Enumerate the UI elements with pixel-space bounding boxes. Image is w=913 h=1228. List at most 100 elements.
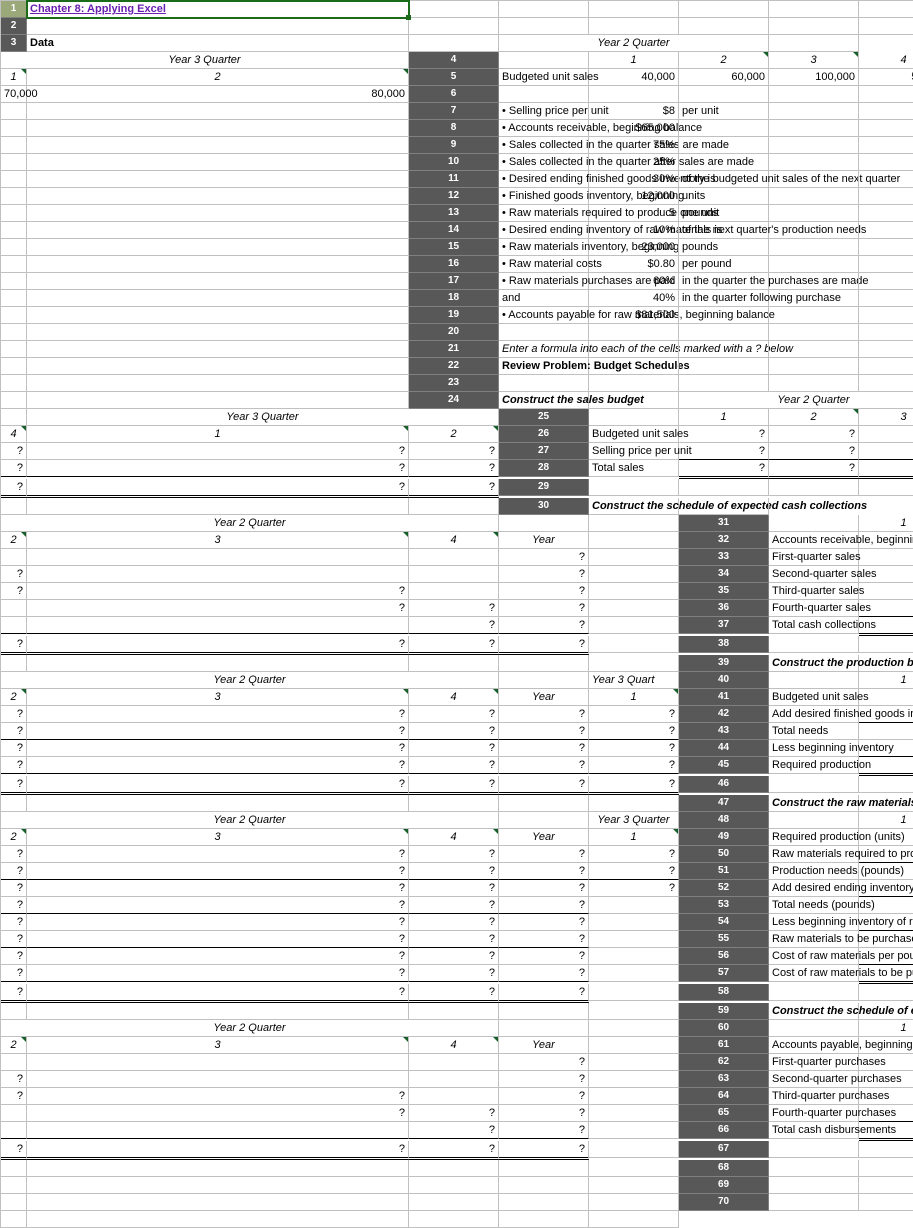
cell[interactable]: Review Problem: Budget Schedules: [499, 358, 589, 375]
row-header[interactable]: 33: [679, 549, 769, 566]
row-header[interactable]: 56: [679, 948, 769, 965]
cell[interactable]: [27, 137, 409, 154]
cell[interactable]: 2: [27, 69, 409, 86]
cell[interactable]: [27, 120, 409, 137]
cell[interactable]: [769, 636, 859, 653]
cell[interactable]: ?: [859, 965, 913, 984]
cell[interactable]: [1, 341, 27, 358]
cell[interactable]: [589, 617, 679, 634]
row-header[interactable]: 70: [679, 1194, 769, 1211]
cell[interactable]: [769, 137, 859, 154]
cell[interactable]: ?: [409, 931, 499, 948]
cell[interactable]: Year: [499, 532, 589, 549]
cell[interactable]: 2: [769, 409, 859, 426]
cell[interactable]: [27, 239, 409, 256]
cell[interactable]: ?: [27, 706, 409, 723]
cell[interactable]: ?: [409, 636, 499, 655]
cell[interactable]: Total needs: [769, 723, 859, 740]
cell[interactable]: [589, 18, 679, 35]
cell[interactable]: [859, 103, 913, 120]
spreadsheet-grid[interactable]: 1Chapter 8: Applying Excel23DataYear 2 Q…: [0, 0, 913, 1228]
row-header[interactable]: 48: [679, 812, 769, 829]
cell[interactable]: [27, 498, 409, 515]
cell[interactable]: ?: [589, 757, 679, 774]
cell[interactable]: Data: [27, 35, 409, 52]
cell[interactable]: Year 2 Quarter: [679, 392, 913, 409]
cell[interactable]: ?: [409, 479, 499, 498]
cell[interactable]: [409, 1, 499, 18]
cell[interactable]: ?: [859, 829, 913, 846]
cell[interactable]: and: [499, 290, 589, 307]
cell[interactable]: [1, 239, 27, 256]
cell[interactable]: 30%: [589, 171, 679, 188]
cell[interactable]: ?: [1, 914, 27, 931]
cell[interactable]: [589, 600, 679, 617]
cell[interactable]: [769, 86, 859, 103]
cell[interactable]: [27, 1054, 409, 1071]
cell[interactable]: [679, 120, 769, 137]
cell[interactable]: [589, 948, 679, 965]
cell[interactable]: ?: [499, 863, 589, 880]
cell[interactable]: [859, 137, 913, 154]
cell[interactable]: Less beginning inventory of raw material…: [769, 914, 859, 931]
cell[interactable]: [27, 188, 409, 205]
cell[interactable]: [499, 375, 589, 392]
cell[interactable]: 25%: [589, 154, 679, 171]
cell[interactable]: [1, 549, 27, 566]
cell[interactable]: ?: [589, 863, 679, 880]
cell[interactable]: [1, 222, 27, 239]
cell[interactable]: [409, 1071, 499, 1088]
cell[interactable]: Year: [499, 829, 589, 846]
cell[interactable]: Construct the schedule of expected cash …: [589, 498, 679, 515]
cell[interactable]: ?: [1, 706, 27, 723]
cell[interactable]: [859, 1105, 913, 1122]
cell[interactable]: Construct the schedule of expected cash …: [769, 1003, 859, 1020]
cell[interactable]: $0.80: [589, 256, 679, 273]
cell[interactable]: ?: [1, 443, 27, 460]
row-header[interactable]: 28: [499, 460, 589, 477]
cell[interactable]: 3: [859, 409, 913, 426]
cell[interactable]: [859, 120, 913, 137]
cell[interactable]: per pound: [679, 256, 769, 273]
cell[interactable]: units: [679, 188, 769, 205]
cell[interactable]: [1, 103, 27, 120]
cell[interactable]: [859, 600, 913, 617]
cell[interactable]: ?: [409, 948, 499, 965]
cell[interactable]: ?: [1, 583, 27, 600]
cell[interactable]: [859, 1, 913, 18]
row-header[interactable]: 10: [409, 154, 499, 171]
cell[interactable]: [409, 18, 499, 35]
row-header[interactable]: 16: [409, 256, 499, 273]
cell[interactable]: [769, 1160, 859, 1177]
cell[interactable]: [409, 549, 499, 566]
cell[interactable]: [859, 307, 913, 324]
cell[interactable]: [409, 1211, 499, 1228]
cell[interactable]: [679, 307, 769, 324]
cell[interactable]: ?: [1, 460, 27, 477]
cell[interactable]: 2: [679, 52, 769, 69]
cell[interactable]: 1: [1, 69, 27, 86]
cell[interactable]: ?: [499, 600, 589, 617]
cell[interactable]: [859, 154, 913, 171]
cell[interactable]: of the next quarter's production needs: [679, 222, 769, 239]
row-header[interactable]: 67: [679, 1141, 769, 1158]
cell[interactable]: 60,000: [679, 69, 769, 86]
cell[interactable]: [27, 1003, 409, 1020]
cell[interactable]: 12,000: [589, 188, 679, 205]
cell[interactable]: 70,000: [1, 86, 27, 103]
cell[interactable]: [589, 965, 679, 982]
cell[interactable]: [409, 498, 499, 515]
row-header[interactable]: 6: [409, 86, 499, 103]
cell[interactable]: [27, 205, 409, 222]
cell[interactable]: [27, 18, 409, 35]
cell[interactable]: 1: [679, 409, 769, 426]
row-header[interactable]: 44: [679, 740, 769, 757]
cell[interactable]: ?: [499, 948, 589, 965]
cell[interactable]: $81,500: [589, 307, 679, 324]
cell[interactable]: [589, 86, 679, 103]
cell[interactable]: [859, 205, 913, 222]
cell[interactable]: ?: [499, 1122, 589, 1139]
row-header[interactable]: 37: [679, 617, 769, 634]
row-header[interactable]: 64: [679, 1088, 769, 1105]
cell[interactable]: • Raw materials required to produce one …: [499, 205, 589, 222]
